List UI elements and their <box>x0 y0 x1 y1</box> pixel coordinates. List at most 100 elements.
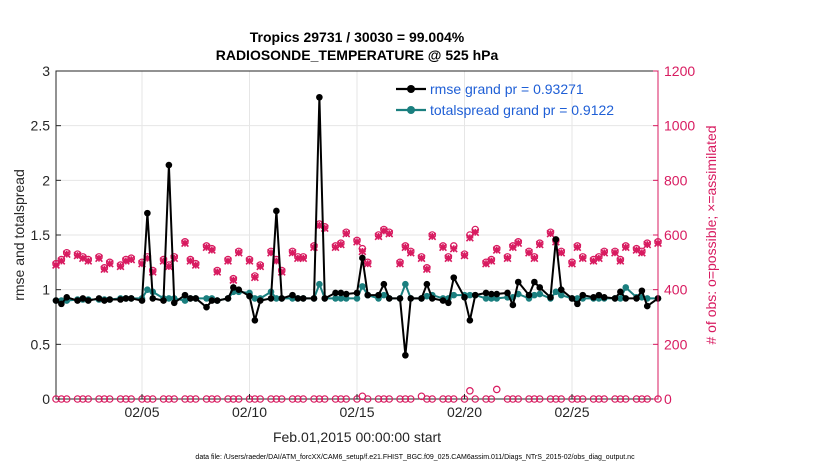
rmse-point <box>273 207 280 215</box>
rmse-point <box>122 295 130 302</box>
obs-rejected-possible-point <box>492 385 501 394</box>
legend: rmse grand pr = 0.93271 totalspread gran… <box>396 81 614 118</box>
totalspread-point <box>552 288 560 296</box>
x-tick-label: 02/15 <box>339 404 374 420</box>
obs-rejected-possible-point <box>208 395 216 403</box>
obs-rejected-possible-point <box>320 395 329 403</box>
obs-rejected-possible-point <box>439 395 447 403</box>
obs-assimilated-point <box>358 247 367 256</box>
rmse-point <box>79 295 87 302</box>
obs-rejected-possible-point <box>428 395 437 403</box>
rmse-point <box>525 291 533 299</box>
obs-rejected-possible-point <box>116 395 125 403</box>
rmse-point <box>359 254 366 262</box>
obs-assimilated-point <box>127 255 136 264</box>
obs-rejected-possible-point <box>530 395 539 403</box>
obs-assimilated-point <box>621 243 630 252</box>
totalspread-point <box>482 295 490 302</box>
rmse-point <box>84 297 92 304</box>
obs-rejected-possible-point <box>310 395 318 403</box>
x-axis-ticks: 02/05 02/10 02/15 02/20 02/25 <box>124 394 590 420</box>
legend-totalspread-label: totalspread grand pr = 0.9122 <box>430 102 614 118</box>
obs-rejected-possible-point <box>444 395 453 403</box>
rmse-point <box>622 295 630 302</box>
obs-rejected-possible-point <box>277 395 286 403</box>
obs-rejected-possible-point <box>449 395 458 403</box>
rmse-point <box>471 291 479 299</box>
obs-rejected-possible-point <box>181 395 189 403</box>
rmse-point <box>213 297 221 304</box>
obs-rejected-possible-point <box>374 395 383 403</box>
rmse-point <box>289 291 296 299</box>
obs-rejected-possible-point <box>122 395 130 403</box>
obs-assimilated-point <box>138 259 146 268</box>
obs-rejected-possible-point <box>621 395 630 403</box>
rmse-point <box>638 287 646 295</box>
obs-rejected-possible-point <box>100 395 109 403</box>
obs-rejected-possible-point <box>573 395 582 403</box>
rmse-point <box>461 294 468 301</box>
rmse-point <box>547 294 554 301</box>
obs-rejected-possible-point <box>234 395 243 403</box>
obs-rejected-possible-point <box>578 395 587 403</box>
y-right-tick-label: 600 <box>664 227 688 243</box>
obs-assimilated-point <box>250 273 259 282</box>
rmse-point <box>95 295 103 302</box>
y-right-tick-label: 200 <box>664 336 688 352</box>
rmse-point <box>149 295 157 302</box>
obs-assimilated-point <box>181 239 189 248</box>
rmse-point <box>428 295 436 302</box>
obs-assimilated-point <box>191 261 200 270</box>
obs-rejected-possible-point <box>294 395 302 403</box>
totalspread-point <box>316 280 323 288</box>
y-right-tick-label: 1200 <box>664 63 695 79</box>
obs-rejected-possible-point <box>616 395 625 403</box>
obs-assimilated-point <box>449 244 458 253</box>
obs-assimilated-point <box>105 259 114 268</box>
obs-assimilated-point <box>600 248 609 257</box>
rmse-point <box>375 291 382 299</box>
rmse-point <box>611 295 619 302</box>
obs-assimilated-point <box>116 262 125 271</box>
rmse-point <box>595 291 603 299</box>
obs-assimilated-point <box>444 254 453 263</box>
obs-rejected-possible-point <box>643 395 652 403</box>
rmse-point <box>590 294 597 301</box>
obs-assimilated-point <box>573 243 582 252</box>
totalspread-point <box>165 295 173 302</box>
x-tick-label: 02/25 <box>554 404 589 420</box>
y-left-tick-label: 2.5 <box>31 118 51 134</box>
obs-rejected-possible-point <box>611 395 619 403</box>
obs-assimilated-point <box>170 254 179 263</box>
rmse-point <box>617 288 624 296</box>
obs-assimilated-point <box>589 257 598 265</box>
rmse-point <box>568 295 576 302</box>
x-tick-label: 02/20 <box>447 404 482 420</box>
rmse-point <box>342 290 350 298</box>
rmse-point <box>364 291 372 299</box>
rmse-point <box>63 294 71 301</box>
obs-rejected-possible-point <box>159 395 168 403</box>
obs-assimilated-point <box>546 229 555 238</box>
rmse-point <box>407 295 415 302</box>
rmse-point <box>504 289 511 297</box>
legend-rmse-label: rmse grand pr = 0.93271 <box>430 81 584 97</box>
obs-rejected-possible-point <box>525 395 533 403</box>
obs-assimilated-point <box>514 239 523 248</box>
obs-assimilated-point <box>508 243 517 252</box>
obs-rejected-possible-point <box>557 395 566 403</box>
rmse-point <box>337 289 345 297</box>
totalspread-point <box>531 291 538 299</box>
obs-rejected-possible-point <box>299 395 308 403</box>
obs-rejected-possible-point <box>224 395 232 403</box>
y-left-tick-label: 1.5 <box>31 227 51 243</box>
rmse-point <box>643 302 651 310</box>
rmse-point <box>423 280 431 288</box>
obs-assimilated-point <box>611 248 619 257</box>
rmse-point <box>353 289 361 297</box>
rmse-point <box>531 278 538 286</box>
totalspread-point <box>557 291 565 299</box>
rmse-point <box>321 295 329 302</box>
obs-rejected-possible-point <box>423 395 431 403</box>
totalspread-point <box>423 292 431 300</box>
